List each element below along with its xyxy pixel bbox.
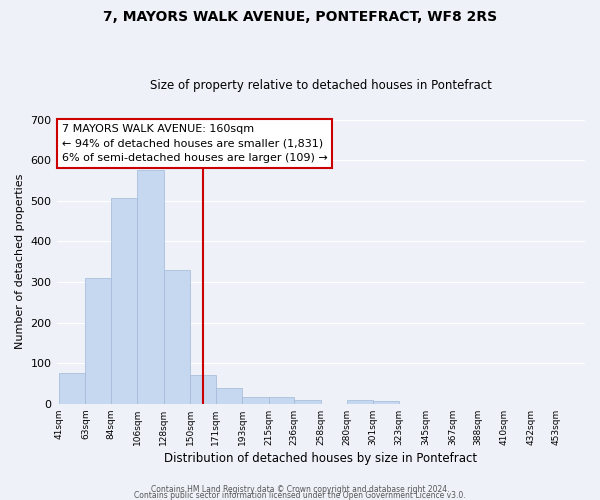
Bar — [59, 374, 85, 404]
Bar — [137, 170, 164, 404]
Text: Contains public sector information licensed under the Open Government Licence v3: Contains public sector information licen… — [134, 490, 466, 500]
Bar — [85, 278, 111, 404]
Bar — [294, 400, 321, 404]
Bar — [373, 400, 399, 404]
Y-axis label: Number of detached properties: Number of detached properties — [15, 174, 25, 350]
Bar — [164, 270, 190, 404]
Bar — [190, 376, 216, 404]
Bar — [111, 198, 137, 404]
X-axis label: Distribution of detached houses by size in Pontefract: Distribution of detached houses by size … — [164, 452, 478, 465]
Text: 7, MAYORS WALK AVENUE, PONTEFRACT, WF8 2RS: 7, MAYORS WALK AVENUE, PONTEFRACT, WF8 2… — [103, 10, 497, 24]
Bar — [242, 396, 269, 404]
Title: Size of property relative to detached houses in Pontefract: Size of property relative to detached ho… — [150, 79, 492, 92]
Bar — [216, 388, 242, 404]
Bar — [347, 400, 373, 404]
Text: Contains HM Land Registry data © Crown copyright and database right 2024.: Contains HM Land Registry data © Crown c… — [151, 485, 449, 494]
Bar — [269, 396, 294, 404]
Text: 7 MAYORS WALK AVENUE: 160sqm
← 94% of detached houses are smaller (1,831)
6% of : 7 MAYORS WALK AVENUE: 160sqm ← 94% of de… — [62, 124, 328, 164]
